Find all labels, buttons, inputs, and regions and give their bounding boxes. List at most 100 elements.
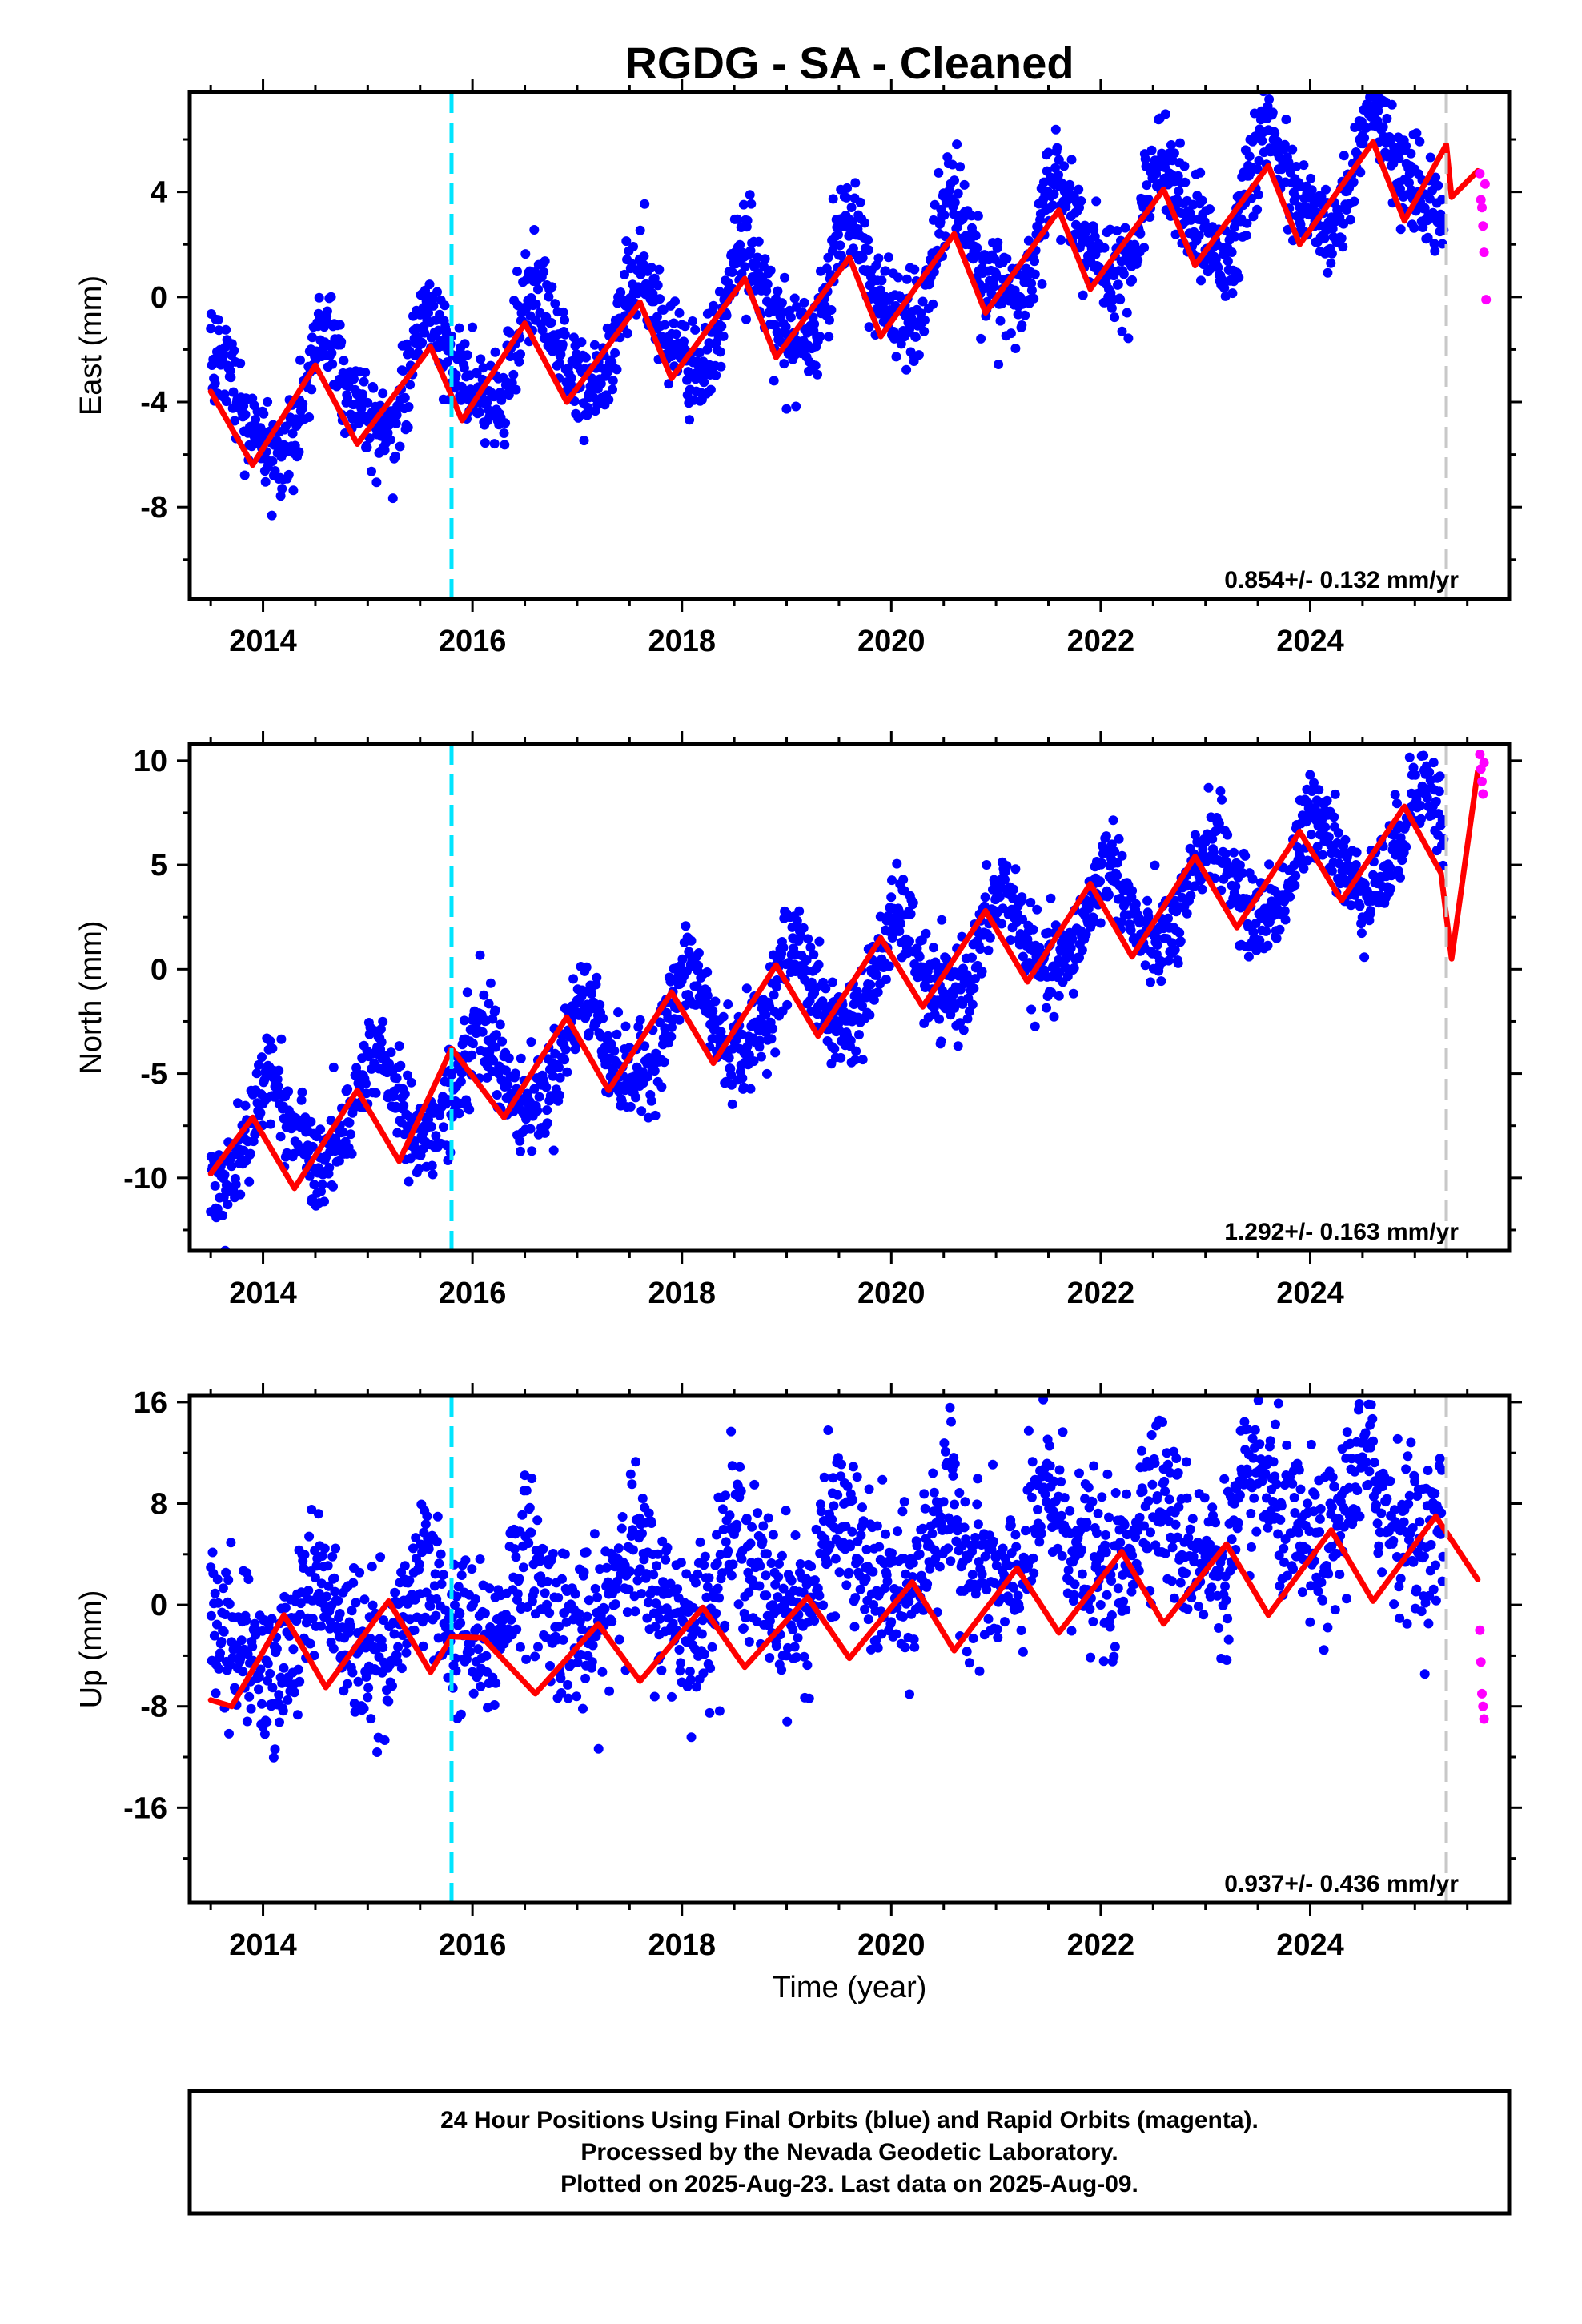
final-orbit-point — [238, 1667, 248, 1677]
final-orbit-point — [1074, 184, 1084, 195]
final-orbit-point — [1382, 113, 1392, 123]
final-orbit-point — [554, 1090, 564, 1100]
final-orbit-point — [674, 1015, 685, 1025]
final-orbit-point — [1207, 834, 1218, 844]
final-orbit-point — [962, 1014, 973, 1024]
final-orbit-point — [721, 1537, 731, 1547]
final-orbit-point — [532, 1515, 543, 1526]
final-orbit-point — [712, 1558, 722, 1568]
final-orbit-point — [557, 340, 568, 350]
final-orbit-point — [1146, 977, 1155, 987]
final-orbit-point — [617, 1512, 628, 1522]
final-orbit-point — [476, 354, 486, 364]
final-orbit-point — [620, 1021, 631, 1031]
final-orbit-point — [713, 1583, 723, 1594]
final-orbit-point — [414, 1559, 424, 1570]
final-orbit-point — [472, 368, 482, 379]
final-orbit-point — [791, 401, 801, 412]
final-orbit-point — [400, 392, 410, 403]
final-orbit-point — [514, 356, 524, 367]
final-orbit-point — [393, 1642, 404, 1652]
final-orbit-point — [745, 1084, 756, 1094]
final-orbit-point — [624, 1584, 634, 1594]
final-orbit-point — [590, 1583, 600, 1594]
final-orbit-point — [432, 1511, 443, 1522]
final-orbit-point — [1392, 798, 1402, 809]
final-orbit-point — [480, 1608, 490, 1618]
final-orbit-point — [652, 312, 662, 322]
final-orbit-point — [1310, 802, 1320, 813]
final-orbit-point — [643, 1598, 653, 1608]
final-orbit-point — [652, 1561, 662, 1571]
final-orbit-point — [538, 1544, 548, 1554]
rapid-orbit-point — [1479, 247, 1489, 258]
final-orbit-point — [662, 1542, 673, 1553]
final-orbit-point — [451, 1666, 461, 1676]
final-orbit-point — [328, 1062, 339, 1072]
final-orbit-point — [218, 350, 228, 360]
final-orbit-point — [936, 1036, 946, 1047]
final-orbit-point — [1170, 229, 1181, 239]
final-orbit-point — [864, 322, 874, 332]
final-orbit-point — [527, 1474, 537, 1484]
final-orbit-point — [1365, 906, 1375, 916]
final-orbit-point — [1351, 860, 1361, 870]
final-orbit-point — [1069, 963, 1079, 973]
final-orbit-point — [857, 1055, 868, 1065]
final-orbit-point — [293, 1664, 303, 1675]
final-orbit-point — [1110, 312, 1120, 323]
final-orbit-point — [676, 1658, 686, 1668]
final-orbit-point — [608, 376, 618, 386]
final-orbit-point — [398, 366, 408, 376]
final-orbit-point — [604, 395, 614, 405]
final-orbit-point — [1030, 269, 1040, 279]
final-orbit-point — [1182, 908, 1192, 919]
final-orbit-point — [521, 1654, 532, 1664]
final-orbit-point — [1066, 155, 1077, 165]
final-orbit-point — [661, 1554, 671, 1565]
final-orbit-point — [540, 1588, 550, 1598]
final-orbit-point — [825, 315, 834, 325]
final-orbit-point — [1026, 285, 1037, 296]
final-orbit-point — [334, 1156, 344, 1166]
final-orbit-point — [1305, 770, 1315, 780]
final-orbit-point — [1275, 924, 1285, 935]
final-orbit-point — [289, 1687, 299, 1698]
final-orbit-point — [500, 440, 510, 450]
final-orbit-point — [894, 926, 905, 936]
final-orbit-point — [267, 1043, 278, 1054]
final-orbit-point — [1020, 310, 1030, 320]
final-orbit-point — [773, 286, 783, 296]
final-orbit-point — [451, 370, 461, 380]
final-orbit-point — [500, 418, 511, 428]
final-orbit-point — [777, 298, 787, 308]
y-tick-label: -4 — [140, 386, 167, 420]
final-orbit-point — [1118, 269, 1129, 279]
final-orbit-point — [967, 952, 977, 963]
final-orbit-point — [733, 214, 742, 224]
final-orbit-point — [275, 491, 286, 501]
final-orbit-point — [251, 414, 261, 424]
final-orbit-point — [219, 1626, 229, 1637]
final-orbit-point — [424, 1544, 434, 1554]
final-orbit-point — [379, 1615, 388, 1626]
final-orbit-point — [438, 1570, 448, 1580]
final-orbit-point — [367, 1562, 377, 1572]
final-orbit-point — [356, 404, 367, 414]
final-orbit-point — [275, 1717, 284, 1727]
final-orbit-point — [239, 470, 250, 480]
final-orbit-point — [1339, 151, 1349, 161]
final-orbit-point — [603, 1031, 613, 1041]
final-orbit-point — [218, 1583, 228, 1594]
final-orbit-point — [658, 304, 669, 315]
final-orbit-point — [1431, 796, 1441, 806]
final-orbit-point — [484, 1583, 495, 1594]
final-orbit-point — [550, 299, 560, 309]
final-orbit-point — [1186, 891, 1196, 901]
final-orbit-point — [685, 415, 695, 425]
final-orbit-point — [317, 1551, 327, 1561]
final-orbit-point — [420, 328, 430, 338]
final-orbit-point — [422, 1511, 432, 1522]
final-orbit-point — [537, 325, 548, 336]
final-orbit-point — [531, 299, 541, 309]
